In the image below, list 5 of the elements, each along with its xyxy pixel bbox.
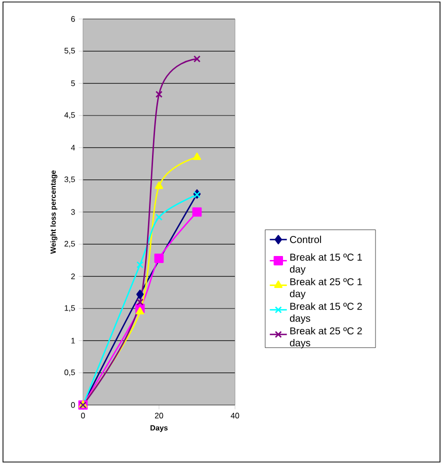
legend-label: Break at 15 ºC 2 days [290,302,362,324]
legend-label: Break at 15 ºC 1 day [290,253,362,275]
legend-label: Break at 25 ºC 1 day [290,278,362,300]
legend-label: Break at 25 ºC 2 days [290,327,362,348]
legend-label: Control [290,236,321,244]
